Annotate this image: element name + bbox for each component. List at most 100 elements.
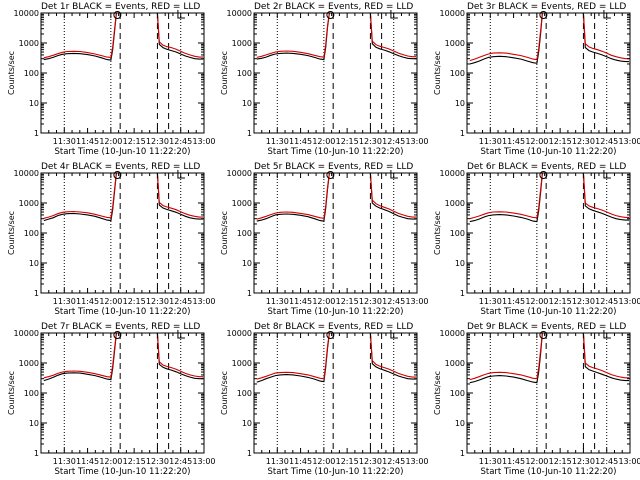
x-tick-label: 11:30 — [479, 137, 502, 146]
x-tick-label: 11:45 — [502, 297, 525, 306]
y-tick-label: 10 — [455, 99, 465, 108]
x-tick-label: 12:45 — [595, 297, 618, 306]
series-line-lld — [256, 333, 417, 380]
x-tick-label: 11:30 — [479, 297, 502, 306]
x-axis-label: Start Time (10-Jun-10 11:22:20) — [268, 307, 404, 317]
y-tick-label: 100 — [450, 389, 465, 398]
panel-det-6r: Det 6r BLACK = Events, RED = LLD 1 10 100 10… — [433, 162, 640, 317]
x-tick-label: 12:15 — [123, 297, 146, 306]
panel-title: Det 5r BLACK = Events, RED = LLD — [254, 162, 413, 172]
x-tick-label: 11:45 — [76, 297, 99, 306]
x-tick-label: 12:30 — [146, 137, 169, 146]
x-tick-label: 12:00 — [312, 457, 335, 466]
y-tick-label: 10000 — [14, 9, 39, 18]
y-axis-label: Counts/sec — [433, 211, 442, 255]
x-tick-label: 12:00 — [99, 137, 122, 146]
x-tick-label: 12:00 — [312, 297, 335, 306]
y-axis-label: Counts/sec — [220, 211, 229, 255]
x-tick-label: 11:30 — [266, 457, 289, 466]
y-tick-label: 1 — [247, 289, 252, 298]
y-tick-label: 10 — [242, 259, 252, 268]
x-tick-label: 11:45 — [76, 137, 99, 146]
y-axis-label: Counts/sec — [220, 371, 229, 415]
y-tick-label: 1 — [247, 449, 252, 458]
plot-frame — [40, 172, 205, 294]
y-tick-label: 1000 — [19, 359, 39, 368]
y-axis-label: Counts/sec — [7, 371, 16, 415]
series-line-events — [256, 173, 417, 222]
y-tick-label: 100 — [237, 389, 252, 398]
y-tick-label: 10 — [242, 419, 252, 428]
x-tick-label: 11:45 — [76, 457, 99, 466]
y-tick-label: 1 — [460, 449, 465, 458]
panel-title: Det 3r BLACK = Events, RED = LLD — [467, 2, 626, 12]
series-line-events — [256, 13, 417, 61]
x-tick-label: 11:45 — [289, 297, 312, 306]
series-line-events — [43, 13, 204, 61]
series-line-lld — [256, 13, 417, 58]
x-tick-label: 12:00 — [525, 297, 548, 306]
series-line-lld — [43, 333, 204, 379]
series-line-events — [469, 173, 630, 223]
y-tick-label: 1 — [34, 129, 39, 138]
y-tick-label: 1000 — [232, 199, 252, 208]
panel-title: Det 9r BLACK = Events, RED = LLD — [467, 322, 626, 332]
x-tick-label: 12:30 — [146, 457, 169, 466]
y-tick-label: 1000 — [19, 39, 39, 48]
x-tick-label: 12:15 — [549, 297, 572, 306]
plot-frame — [253, 332, 418, 454]
y-tick-label: 10000 — [440, 169, 465, 178]
x-tick-label: 12:30 — [359, 297, 382, 306]
y-tick-label: 1000 — [232, 39, 252, 48]
series-line-lld — [469, 333, 630, 381]
x-axis-label: Start Time (10-Jun-10 11:22:20) — [481, 467, 617, 477]
y-tick-label: 10000 — [440, 329, 465, 338]
series-line-events — [256, 333, 417, 383]
series-line-lld — [469, 13, 630, 62]
y-tick-label: 10 — [455, 259, 465, 268]
y-tick-label: 1000 — [232, 359, 252, 368]
series-line-lld — [256, 173, 417, 220]
x-tick-label: 12:30 — [572, 297, 595, 306]
panel-det-1r: Det 1r BLACK = Events, RED = LLD 1 10 100 10… — [7, 2, 216, 157]
y-axis-label: Counts/sec — [7, 51, 16, 95]
flare-marker-circle — [539, 331, 548, 339]
plot-frame — [466, 12, 631, 134]
series-line-events — [469, 333, 630, 384]
x-axis-label: Start Time (10-Jun-10 11:22:20) — [481, 147, 617, 157]
panel-det-8r: Det 8r BLACK = Events, RED = LLD 1 10 100 10… — [220, 322, 429, 477]
series-line-lld — [469, 173, 630, 220]
flare-marker-circle — [539, 11, 548, 19]
panel-title: Det 6r BLACK = Events, RED = LLD — [467, 162, 626, 172]
y-tick-label: 1 — [460, 289, 465, 298]
x-tick-label: 11:45 — [289, 137, 312, 146]
y-tick-label: 1 — [34, 449, 39, 458]
y-axis-label: Counts/sec — [7, 211, 16, 255]
y-tick-label: 100 — [450, 229, 465, 238]
x-tick-label: 12:00 — [525, 457, 548, 466]
y-tick-label: 10000 — [440, 9, 465, 18]
panel-title: Det 2r BLACK = Events, RED = LLD — [254, 2, 413, 12]
x-tick-label: 12:00 — [525, 137, 548, 146]
panel-det-9r: Det 9r BLACK = Events, RED = LLD 1 10 100 10… — [433, 322, 640, 477]
x-tick-label: 13:00 — [618, 457, 640, 466]
x-tick-label: 12:15 — [549, 457, 572, 466]
x-tick-label: 11:30 — [53, 457, 76, 466]
x-tick-label: 12:45 — [169, 297, 192, 306]
x-axis-label: Start Time (10-Jun-10 11:22:20) — [268, 147, 404, 157]
y-tick-label: 100 — [24, 389, 39, 398]
panel-det-2r: Det 2r BLACK = Events, RED = LLD 1 10 100 10… — [220, 2, 429, 157]
plot-frame — [253, 172, 418, 294]
plot-frame — [40, 332, 205, 454]
x-tick-label: 13:00 — [618, 137, 640, 146]
y-tick-label: 1000 — [19, 199, 39, 208]
y-tick-label: 100 — [237, 69, 252, 78]
x-tick-label: 12:45 — [169, 457, 192, 466]
x-tick-label: 12:30 — [359, 137, 382, 146]
plot-frame — [40, 12, 205, 134]
x-tick-label: 12:00 — [99, 297, 122, 306]
x-tick-label: 12:15 — [336, 297, 359, 306]
y-axis-label: Counts/sec — [433, 51, 442, 95]
plot-frame — [253, 12, 418, 134]
